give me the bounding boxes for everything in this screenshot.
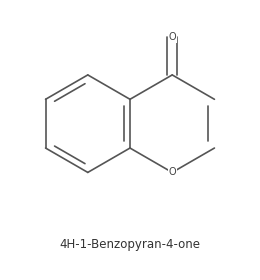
Text: 4H-1-Benzopyran-4-one: 4H-1-Benzopyran-4-one (60, 238, 200, 251)
Text: O: O (168, 32, 176, 42)
Text: O: O (168, 167, 176, 178)
